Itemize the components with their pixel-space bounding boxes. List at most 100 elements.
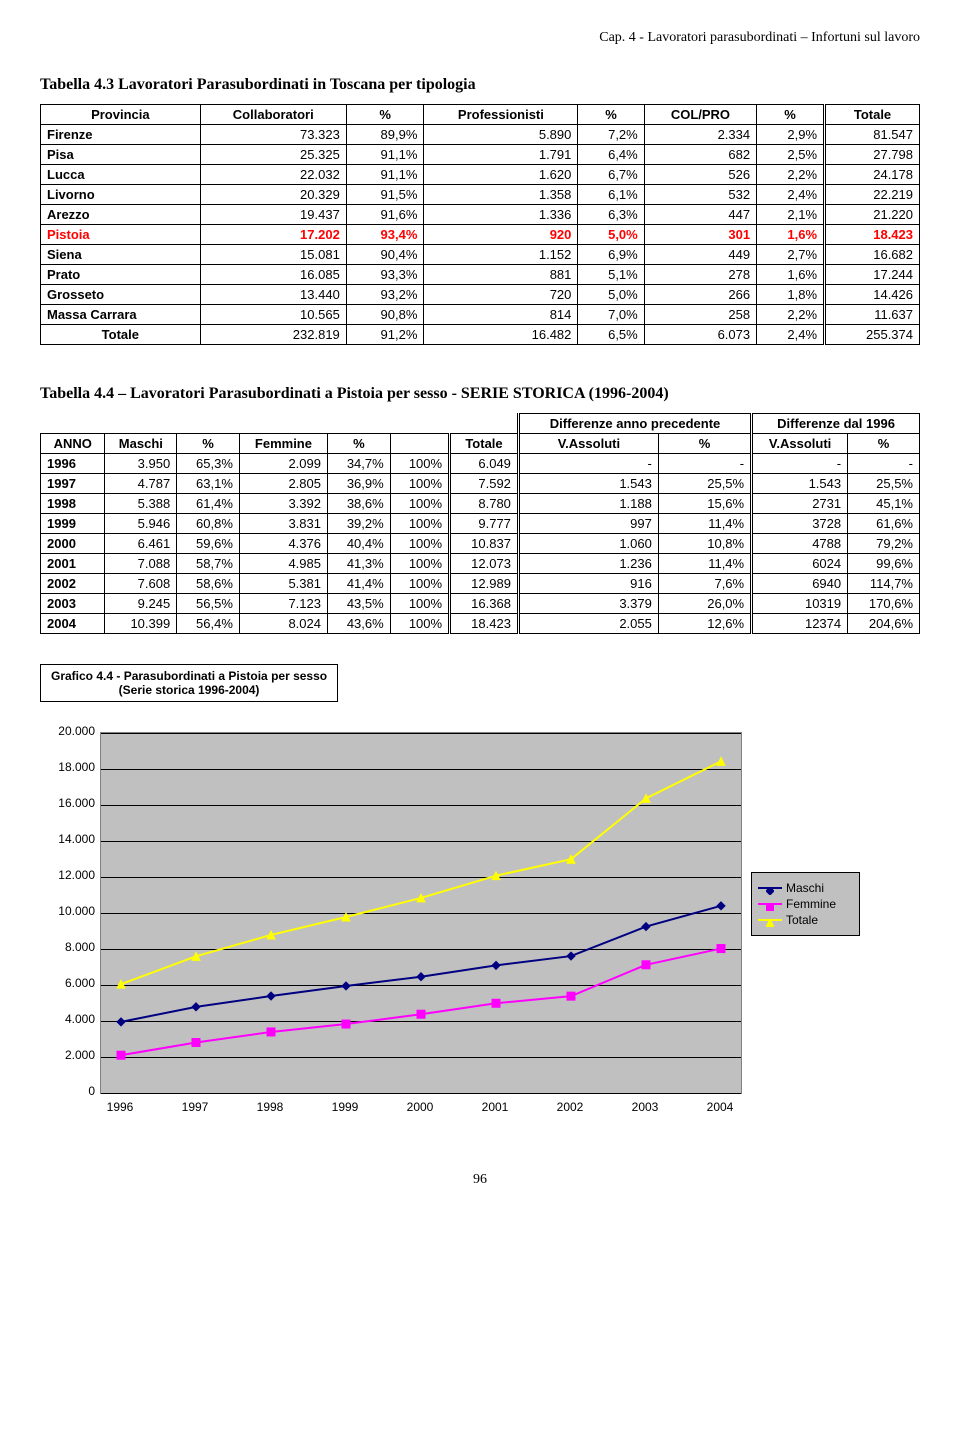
row-value: - [848,454,920,474]
row-label: Firenze [41,125,201,145]
row-value: 79,2% [848,534,920,554]
row-value: 2,9% [757,125,825,145]
row-value: 10,8% [658,534,751,554]
chart: MaschiFemmineTotale 02.0004.0006.0008.00… [40,722,860,1142]
row-value: 916 [518,574,658,594]
row-value: 10.837 [450,534,519,554]
x-axis-label: 1996 [90,1100,150,1114]
row-value: 100% [390,594,449,614]
row-value: 2731 [752,494,848,514]
row-value: 1.543 [752,474,848,494]
chart-series-totale [101,733,741,1093]
y-axis-label: 6.000 [40,976,95,990]
row-value: 12374 [752,614,848,634]
row-value: 5,1% [578,265,644,285]
row-value: 91,6% [346,205,424,225]
row-value: 100% [390,474,449,494]
row-value: 1,6% [757,265,825,285]
row-value: 90,8% [346,305,424,325]
table-row: 19985.38861,4%3.39238,6%100%8.7801.18815… [41,494,920,514]
row-value: 16.482 [424,325,578,345]
row-value: 12.073 [450,554,519,574]
y-axis-label: 4.000 [40,1012,95,1026]
row-value: 278 [644,265,756,285]
row-value: 100% [390,574,449,594]
row-value: 6.073 [644,325,756,345]
row-value: 532 [644,185,756,205]
row-value: 7.123 [239,594,327,614]
row-value: 10.565 [200,305,346,325]
row-value: 997 [518,514,658,534]
table-row: 200410.39956,4%8.02443,6%100%18.4232.055… [41,614,920,634]
table3-header: % [757,105,825,125]
row-value: 1,8% [757,285,825,305]
table-row: Arezzo19.43791,6%1.3366,3%4472,1%21.220 [41,205,920,225]
row-value: 65,3% [177,454,240,474]
table4-super-header: Differenze dal 1996 [752,414,920,434]
row-value: 15.081 [200,245,346,265]
row-value: 1.620 [424,165,578,185]
row-value: - [518,454,658,474]
table3-header: Totale [825,105,920,125]
row-value: 100% [390,514,449,534]
table4-header: % [177,434,240,454]
table-row: Prato16.08593,3%8815,1%2781,6%17.244 [41,265,920,285]
row-value: 91,1% [346,145,424,165]
row-value: 2,5% [757,145,825,165]
row-value: 12.989 [450,574,519,594]
row-value: 6,7% [578,165,644,185]
row-value: 6,9% [578,245,644,265]
row-value: 25,5% [658,474,751,494]
x-axis-label: 1997 [165,1100,225,1114]
chart-legend: MaschiFemmineTotale [751,872,860,936]
row-value: 266 [644,285,756,305]
table3-title: Tabella 4.3 Lavoratori Parasubordinati i… [40,76,920,94]
row-value: 93,3% [346,265,424,285]
table4-title: Tabella 4.4 – Lavoratori Parasubordinati… [40,385,920,403]
y-axis-label: 18.000 [40,760,95,774]
x-axis-label: 1999 [315,1100,375,1114]
row-value: 4.787 [105,474,177,494]
row-value: 100% [390,534,449,554]
legend-item: Femmine [758,897,853,911]
row-value: 7.592 [450,474,519,494]
row-value: 58,7% [177,554,240,574]
row-value: 25,5% [848,474,920,494]
legend-label: Femmine [786,897,836,911]
table4-header: % [328,434,391,454]
row-value: 920 [424,225,578,245]
row-value: 232.819 [200,325,346,345]
row-value: 100% [390,454,449,474]
row-value: - [752,454,848,474]
row-value: 63,1% [177,474,240,494]
row-value: 2001 [41,554,105,574]
row-value: 449 [644,245,756,265]
y-axis-label: 14.000 [40,832,95,846]
row-value: 17.202 [200,225,346,245]
row-value: 1.543 [518,474,658,494]
row-value: 13.440 [200,285,346,305]
row-value: 41,3% [328,554,391,574]
table-row: 20027.60858,6%5.38141,4%100%12.9899167,6… [41,574,920,594]
legend-label: Maschi [786,881,824,895]
row-value: 7.088 [105,554,177,574]
table3-header: % [578,105,644,125]
table4-header [390,434,449,454]
row-value: 99,6% [848,554,920,574]
x-axis-label: 2001 [465,1100,525,1114]
row-value: 1.152 [424,245,578,265]
table-row: Livorno20.32991,5%1.3586,1%5322,4%22.219 [41,185,920,205]
table4: Differenze anno precedenteDifferenze dal… [40,413,920,634]
row-value: 41,4% [328,574,391,594]
chart-title-box: Grafico 4.4 - Parasubordinati a Pistoia … [40,664,338,702]
row-value: 25.325 [200,145,346,165]
row-value: 58,6% [177,574,240,594]
y-axis-label: 8.000 [40,940,95,954]
row-value: 93,2% [346,285,424,305]
row-value: 7,6% [658,574,751,594]
row-value: 8.780 [450,494,519,514]
row-value: 9.245 [105,594,177,614]
row-value: 2004 [41,614,105,634]
row-value: 2.055 [518,614,658,634]
row-value: 5.946 [105,514,177,534]
